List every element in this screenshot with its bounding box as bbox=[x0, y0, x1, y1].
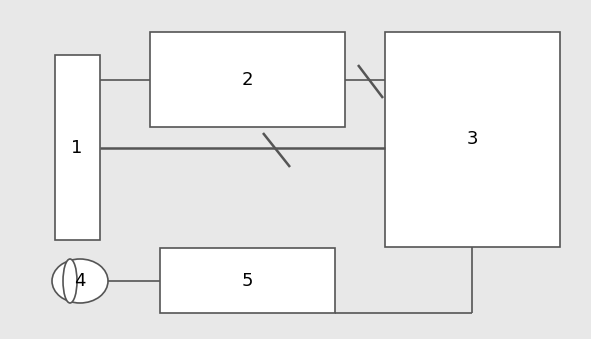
Text: 3: 3 bbox=[466, 130, 478, 148]
Text: 4: 4 bbox=[74, 272, 86, 290]
Ellipse shape bbox=[63, 259, 77, 303]
Text: 5: 5 bbox=[241, 272, 253, 290]
Bar bbox=[385, 32, 560, 247]
Ellipse shape bbox=[52, 259, 108, 303]
Bar bbox=[160, 248, 335, 313]
Bar bbox=[150, 32, 345, 127]
Text: 2: 2 bbox=[241, 71, 253, 89]
Text: 1: 1 bbox=[72, 139, 83, 157]
Bar bbox=[55, 55, 100, 240]
